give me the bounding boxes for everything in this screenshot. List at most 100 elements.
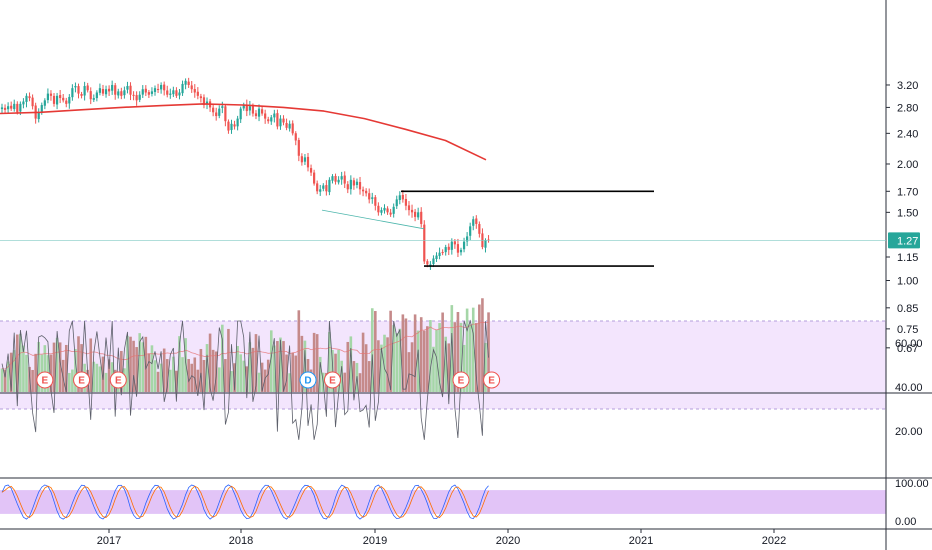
volume-bar <box>346 341 350 392</box>
candle-body <box>59 95 62 99</box>
volume-bar <box>101 356 105 392</box>
candle-body <box>132 94 135 96</box>
candle-body <box>193 89 196 93</box>
candle-body <box>456 244 460 253</box>
candle-body <box>49 93 53 96</box>
volume-bar <box>422 330 426 392</box>
volume-bar <box>343 372 347 392</box>
price-tick-label: 2.80 <box>897 102 918 114</box>
volume-bar <box>49 354 53 392</box>
candle-body <box>346 184 349 190</box>
candle-body <box>178 92 181 96</box>
candle-body <box>441 252 444 254</box>
volume-bar <box>367 361 371 392</box>
candle-body <box>196 91 199 96</box>
volume-bar <box>395 333 399 392</box>
price-tick-label: 1.70 <box>897 186 918 198</box>
earnings-marker[interactable]: E <box>73 371 91 389</box>
candle-body <box>264 113 267 119</box>
volume-bar <box>68 372 71 392</box>
candle-body <box>236 118 239 127</box>
volume-bar <box>135 347 138 392</box>
candle-body <box>80 93 83 96</box>
candle-body <box>355 181 359 185</box>
volume-bar <box>37 341 41 392</box>
volume-bar <box>273 345 276 392</box>
volume-bar <box>432 346 435 392</box>
candle-body <box>423 224 426 262</box>
candle-body <box>313 172 316 184</box>
candle-body <box>144 88 147 93</box>
volume-bar <box>279 337 282 392</box>
candle-body <box>254 113 258 117</box>
last-price-label: 1.27 <box>897 235 918 247</box>
volume-bar <box>6 361 10 392</box>
earnings-marker[interactable]: E <box>36 371 54 389</box>
candle-body <box>46 93 49 101</box>
volume-bar <box>462 344 466 392</box>
earnings-marker[interactable]: E <box>483 371 501 389</box>
volume-bar <box>245 366 249 392</box>
dividend-marker[interactable]: D <box>299 371 317 389</box>
volume-bar <box>169 369 172 392</box>
candle-body <box>337 179 340 183</box>
stoch-d-line <box>1 485 489 519</box>
candle-body <box>153 88 157 92</box>
candle-body <box>141 89 144 95</box>
candle-body <box>242 105 245 109</box>
candle-body <box>129 85 132 95</box>
volume-bar <box>318 356 322 392</box>
candle-body <box>199 96 202 99</box>
volume-bar <box>374 311 377 392</box>
event-label: E <box>329 376 336 387</box>
rsi-tick-label: 60.00 <box>895 338 923 350</box>
candle-body <box>334 175 337 182</box>
volume-bar <box>178 336 181 392</box>
volume-bar <box>3 370 7 392</box>
volume-bar <box>12 350 16 392</box>
volume-bar <box>129 336 132 392</box>
candle-body <box>101 88 105 94</box>
volume-bar <box>294 355 298 392</box>
volume-bar <box>349 336 353 392</box>
earnings-marker[interactable]: E <box>323 371 341 389</box>
volume-bar <box>208 333 212 392</box>
volume-bar <box>16 334 19 392</box>
earnings-marker[interactable]: E <box>452 371 470 389</box>
candle-body <box>68 96 71 104</box>
candle-body <box>368 193 371 200</box>
candle-body <box>420 211 423 224</box>
candle-body <box>459 249 463 253</box>
volume-bar <box>58 342 62 392</box>
volume-bar <box>98 366 102 392</box>
volume-bar <box>471 307 475 392</box>
candle-body <box>117 91 120 96</box>
candle-body <box>224 106 227 122</box>
candle-body <box>288 123 291 129</box>
volume-bar <box>89 338 93 392</box>
candle-body <box>248 106 251 111</box>
candle-body <box>147 92 150 95</box>
candle-body <box>126 86 129 90</box>
candle-body <box>438 252 441 257</box>
candle-body <box>175 90 178 96</box>
volume-bar <box>221 324 224 392</box>
volume-bar <box>315 334 319 392</box>
volume-bar <box>242 360 246 392</box>
candle-body <box>71 88 74 98</box>
candle-body <box>319 189 322 192</box>
earnings-marker[interactable]: E <box>109 371 127 389</box>
candle-body <box>472 219 475 226</box>
candle-body <box>447 246 450 250</box>
candle-body <box>429 264 432 266</box>
price-tick-label: 0.67 <box>897 343 918 355</box>
volume-bar <box>419 317 423 392</box>
rsi-tick-label: 20.00 <box>895 426 923 438</box>
volume-bar <box>478 304 481 392</box>
price-axis: 3.20 2.80 2.40 2.00 1.70 1.50 1.15 1.00 0.85 0.75… <box>886 80 918 355</box>
candle-body <box>83 86 86 96</box>
candle-body <box>404 198 408 206</box>
candle-body <box>276 113 279 127</box>
event-label: E <box>42 376 49 387</box>
